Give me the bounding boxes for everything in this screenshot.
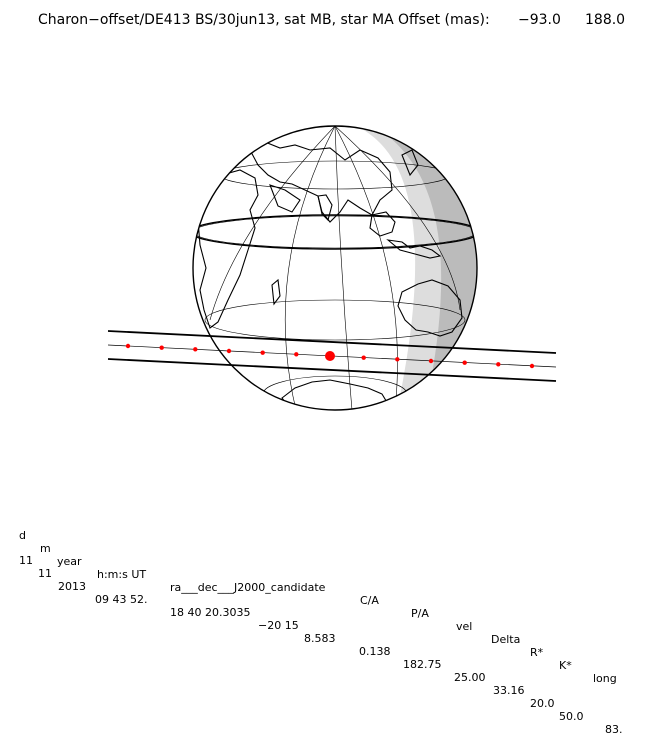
time-marker: [294, 352, 299, 357]
japan-coast: [401, 149, 419, 177]
map-title: Charon−offset/DE413 BS/30jun13, sat MB, …: [38, 12, 625, 92]
time-marker: [462, 360, 467, 365]
table-header-row: d m year h:m:s UT ra___dec___J2000_candi…: [0, 516, 649, 685]
highlight-parallel: [193, 214, 477, 250]
val-kstar: 50.0: [559, 710, 584, 723]
occultation-map: [107, 125, 557, 411]
se-asia-coast: [369, 211, 396, 237]
closest-approach-marker: [325, 351, 335, 361]
col-month: m: [40, 542, 51, 555]
val-dec: −20 15: [258, 619, 299, 632]
val-pa: 182.75: [403, 658, 442, 671]
time-marker: [428, 358, 434, 364]
time-marker: [260, 350, 265, 355]
shadow-south-limit: [107, 358, 557, 382]
col-year: year: [57, 555, 82, 568]
col-pa: P/A: [411, 607, 429, 620]
val-month: 11: [38, 567, 52, 580]
offset-y-value: 188.0: [585, 12, 626, 28]
time-marker: [125, 343, 131, 349]
col-kstar: K*: [559, 659, 572, 672]
val-year: 2013: [58, 580, 86, 593]
col-long: long: [593, 672, 617, 685]
col-radec: ra___dec___J2000_candidate: [170, 581, 326, 594]
time-marker: [529, 363, 535, 369]
offset-x-value: −93.0: [518, 12, 561, 28]
time-marker: [226, 348, 232, 354]
col-ca: C/A: [360, 594, 379, 607]
val-delta: 33.16: [493, 684, 525, 697]
val-rstar: 20.0: [530, 697, 555, 710]
africa-coast: [197, 169, 259, 329]
col-vel: vel: [456, 620, 473, 633]
val-day: 11: [19, 554, 33, 567]
indonesia-coast: [386, 239, 442, 259]
val-long: 83.: [605, 723, 623, 736]
antarctica-coast: [281, 379, 389, 410]
val-candidate: 8.583: [304, 632, 336, 645]
time-marker: [159, 345, 164, 350]
arabia-coast: [269, 184, 301, 213]
col-day: d: [19, 529, 26, 542]
time-marker: [395, 357, 400, 362]
time-marker: [193, 347, 198, 352]
centerline-markers: [125, 343, 535, 369]
time-marker: [361, 355, 366, 360]
val-ra: 18 40 20.3035: [170, 606, 251, 619]
val-ca: 0.138: [359, 645, 391, 658]
col-time: h:m:s UT: [97, 568, 147, 581]
title-text: Charon−offset/DE413 BS/30jun13, sat MB, …: [38, 12, 394, 28]
graticule: [193, 126, 477, 410]
offset-label: Offset (mas):: [398, 12, 490, 28]
time-marker: [496, 362, 501, 367]
shadow-north-limit: [107, 330, 557, 354]
madagascar-coast: [271, 278, 281, 306]
india-coast: [317, 194, 333, 222]
australia-coast: [397, 279, 463, 337]
col-delta: Delta: [491, 633, 521, 646]
table-value-row: 11 11 2013 09 43 52. 18 40 20.3035 −20 1…: [0, 541, 649, 736]
val-vel: 25.00: [454, 671, 486, 684]
col-rstar: R*: [530, 646, 544, 659]
val-time: 09 43 52.: [95, 593, 148, 606]
